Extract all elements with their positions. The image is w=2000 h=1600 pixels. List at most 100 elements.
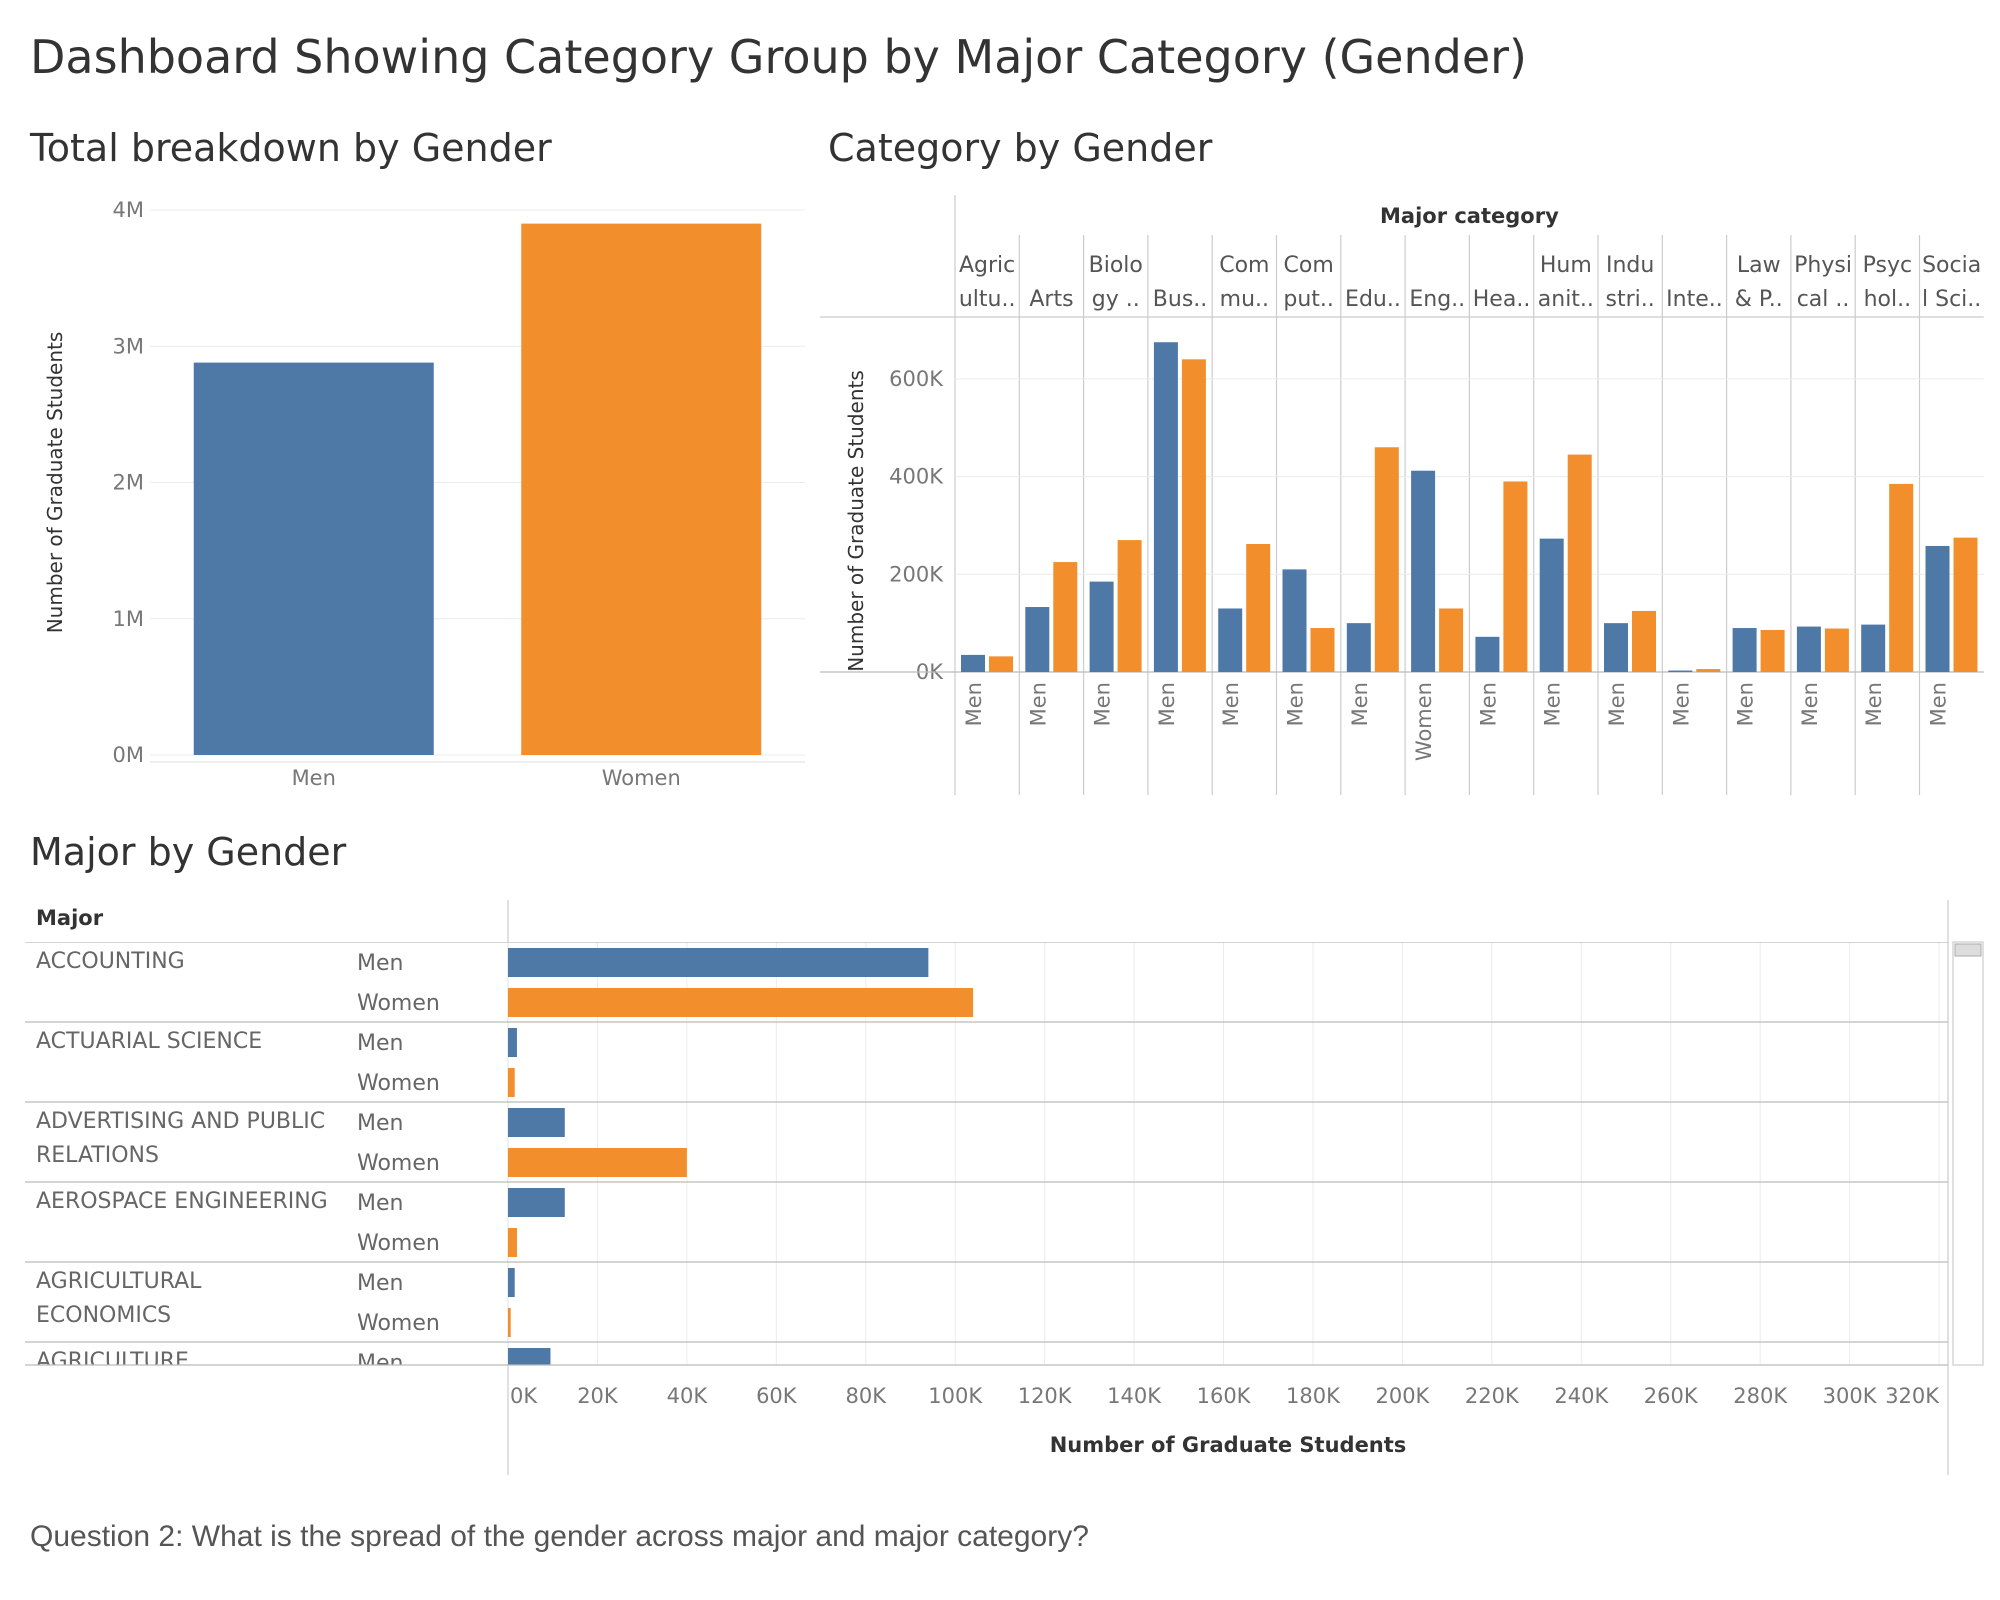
- x-tick-label: 0K: [510, 1384, 538, 1408]
- x-tick-label: Men: [292, 766, 336, 790]
- gender-label: Women: [357, 1391, 440, 1416]
- category-header-line1: Psyc: [1863, 253, 1912, 278]
- bar-women: [521, 223, 762, 755]
- category-header-line2: Arts: [1029, 287, 1073, 312]
- bar-men: [1861, 624, 1886, 672]
- bar-women: [508, 1228, 517, 1257]
- x-tick-label: 20K: [577, 1384, 619, 1408]
- category-by-gender-title: Category by Gender: [828, 126, 1213, 170]
- x-tick-label: 180K: [1286, 1384, 1341, 1408]
- category-header-line1: Socia: [1922, 253, 1981, 278]
- bar-women: [1503, 481, 1528, 672]
- category-header-line2: Bus..: [1153, 287, 1207, 312]
- bar-men: [1796, 626, 1821, 672]
- y-tick-label: 600K: [889, 367, 944, 391]
- bar-men: [508, 1348, 551, 1365]
- row-header: Major: [36, 906, 104, 930]
- x-tick-label: Women: [602, 766, 681, 790]
- bar-women: [1246, 543, 1271, 672]
- category-header-line1: Hum: [1540, 253, 1592, 278]
- x-tick-label: 320K: [1885, 1384, 1940, 1408]
- x-tick-label: 200K: [1375, 1384, 1430, 1408]
- x-tick-label: 100K: [928, 1384, 983, 1408]
- category-header-line1: Physi: [1794, 253, 1852, 278]
- x-tick-label: 300K: [1823, 1384, 1878, 1408]
- category-header-line2: Eng..: [1409, 287, 1465, 312]
- major-label: AGRICULTURAL: [36, 1269, 202, 1294]
- major-label: ACCOUNTING: [36, 949, 185, 974]
- bar-men: [1218, 608, 1243, 672]
- y-tick-label: 3M: [113, 334, 144, 358]
- y-tick-label: 0M: [113, 743, 144, 767]
- major-label: RELATIONS: [36, 1143, 159, 1168]
- question-text: Question 2: What is the spread of the ge…: [30, 1520, 1089, 1553]
- gender-label: Men: [357, 1351, 403, 1376]
- x-tick-label: 80K: [846, 1384, 888, 1408]
- bar-men: [1282, 569, 1307, 672]
- bar-men: [193, 362, 434, 755]
- y-tick-label: 400K: [889, 465, 944, 489]
- category-header-line2: Inte..: [1666, 287, 1723, 312]
- category-header-line1: Com: [1219, 253, 1269, 278]
- category-header-line2: anit..: [1538, 287, 1594, 312]
- major-label: ECONOMICS: [36, 1303, 171, 1328]
- major-label: AGRICULTURE: [36, 1349, 189, 1374]
- bar-men: [508, 1268, 515, 1297]
- bar-women: [1696, 669, 1721, 672]
- x-tick-label: Men: [1669, 682, 1693, 726]
- category-header-line2: stri..: [1606, 287, 1655, 312]
- x-tick-label: 160K: [1197, 1384, 1252, 1408]
- category-header-line2: l Sci..: [1922, 287, 1981, 312]
- gender-label: Women: [357, 991, 440, 1016]
- bar-men: [508, 1108, 565, 1137]
- category-header-line2: cal ..: [1797, 287, 1850, 312]
- bar-women: [1953, 537, 1978, 672]
- category-header-line1: Law: [1737, 253, 1781, 278]
- bar-men: [1925, 545, 1950, 672]
- major-by-gender-title: Major by Gender: [30, 830, 347, 874]
- rows-group: ACCOUNTING Men Women ACTUARIAL SCIENCE Men Wo…: [25, 942, 1948, 1416]
- header-title: Major category: [1380, 204, 1559, 228]
- bar-men: [1411, 470, 1436, 672]
- x-tick-label: Men: [1348, 682, 1372, 726]
- category-header-line1: Com: [1284, 253, 1334, 278]
- x-tick-label: 40K: [667, 1384, 709, 1408]
- gender-label: Men: [357, 1191, 403, 1216]
- bar-women: [1374, 447, 1399, 672]
- x-tick-label: Men: [1219, 682, 1243, 726]
- scrollbar-thumb[interactable]: [1954, 943, 1982, 957]
- scrollbar-track[interactable]: [1952, 941, 1984, 1366]
- major-by-gender-chart: Major ACCOUNTING Men Women ACTUARIAL SCIENCE…: [25, 900, 1984, 1475]
- bar-women: [1053, 562, 1078, 672]
- gender-label: Men: [357, 1111, 403, 1136]
- y-tick-label: 4M: [113, 198, 144, 222]
- gender-label: Men: [357, 1031, 403, 1056]
- bar-women: [508, 988, 974, 1017]
- y-tick-label: 1M: [113, 607, 144, 631]
- major-label: AEROSPACE ENGINEERING: [36, 1189, 328, 1214]
- bar-men: [508, 948, 929, 977]
- bar-women: [508, 1068, 515, 1097]
- bar-men: [1604, 623, 1628, 672]
- x-tick-label: 240K: [1554, 1384, 1609, 1408]
- bar-men: [508, 1028, 517, 1057]
- bar-women: [1310, 628, 1335, 672]
- x-tick-label: Men: [1026, 682, 1050, 726]
- gender-label: Women: [357, 1311, 440, 1336]
- gender-label: Men: [357, 1271, 403, 1296]
- category-header-line2: gy ..: [1092, 287, 1140, 312]
- bar-men: [961, 654, 985, 672]
- bar-men: [508, 1188, 565, 1217]
- bar-men: [1539, 538, 1564, 672]
- category-header-line2: Hea..: [1473, 287, 1531, 312]
- total-breakdown-chart: 0M 1M 2M 3M 4M Men Women Number of Graduate Stu…: [43, 198, 805, 790]
- x-tick-label: 260K: [1644, 1384, 1699, 1408]
- x-tick-label: Men: [1798, 682, 1822, 726]
- x-tick-label: Men: [1605, 682, 1629, 726]
- x-tick-label: Men: [1541, 682, 1565, 726]
- x-tick-label: Men: [1927, 682, 1951, 726]
- bar-men: [1346, 623, 1371, 672]
- bar-women: [1439, 608, 1464, 672]
- x-tick-label: Men: [1155, 682, 1179, 726]
- category-by-gender-chart: Major category0K200K400K600KAgricultu..M…: [820, 195, 1984, 795]
